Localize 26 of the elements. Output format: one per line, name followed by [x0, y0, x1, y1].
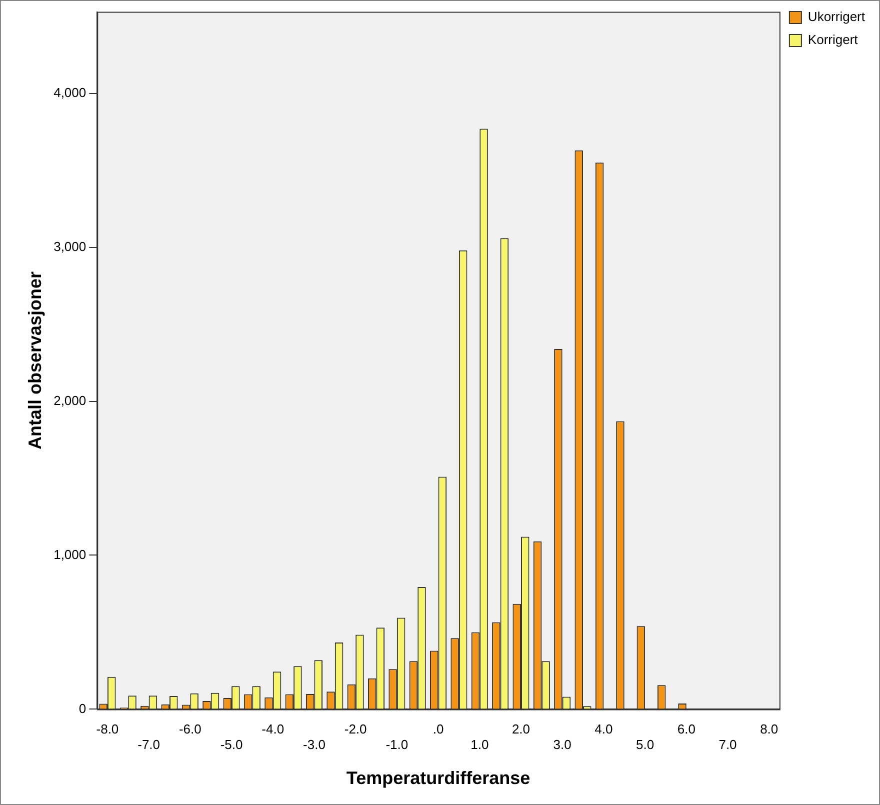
- y-tick-label: 3,000: [54, 238, 86, 254]
- x-tick-label: 6.0: [677, 722, 696, 737]
- y-tick-label: 2,000: [54, 392, 86, 408]
- x-tick-label: -4.0: [262, 722, 284, 737]
- x-tick-label: 4.0: [594, 722, 613, 737]
- x-tick-label: 1.0: [470, 737, 489, 752]
- x-tick-label: 2.0: [512, 722, 530, 737]
- y-tick-label: 4,000: [54, 84, 86, 100]
- x-tick-label: -7.0: [138, 737, 160, 752]
- x-tick-label: -2.0: [344, 722, 367, 737]
- legend-label: Korrigert: [808, 32, 858, 48]
- x-tick-label: -5.0: [220, 737, 243, 752]
- y-tick-label: 0: [78, 700, 86, 716]
- x-tick-label: -1.0: [386, 737, 408, 752]
- x-tick-label: 7.0: [718, 737, 737, 752]
- x-tick-label: 5.0: [636, 737, 654, 752]
- x-tick-label: -6.0: [178, 722, 202, 737]
- legend-label: Ukorrigert: [808, 9, 866, 24]
- x-tick-label: -3.0: [303, 737, 326, 752]
- x-axis-title: Temperaturdifferanse: [346, 768, 530, 788]
- y-axis-title: Antall observasjoner: [24, 271, 45, 450]
- x-tick-label: -8.0: [96, 722, 119, 737]
- x-tick-label: .0: [432, 722, 444, 737]
- x-tick-label: 8.0: [760, 722, 778, 737]
- x-tick-label: 3.0: [553, 737, 572, 752]
- y-tick-label: 1,000: [54, 546, 86, 562]
